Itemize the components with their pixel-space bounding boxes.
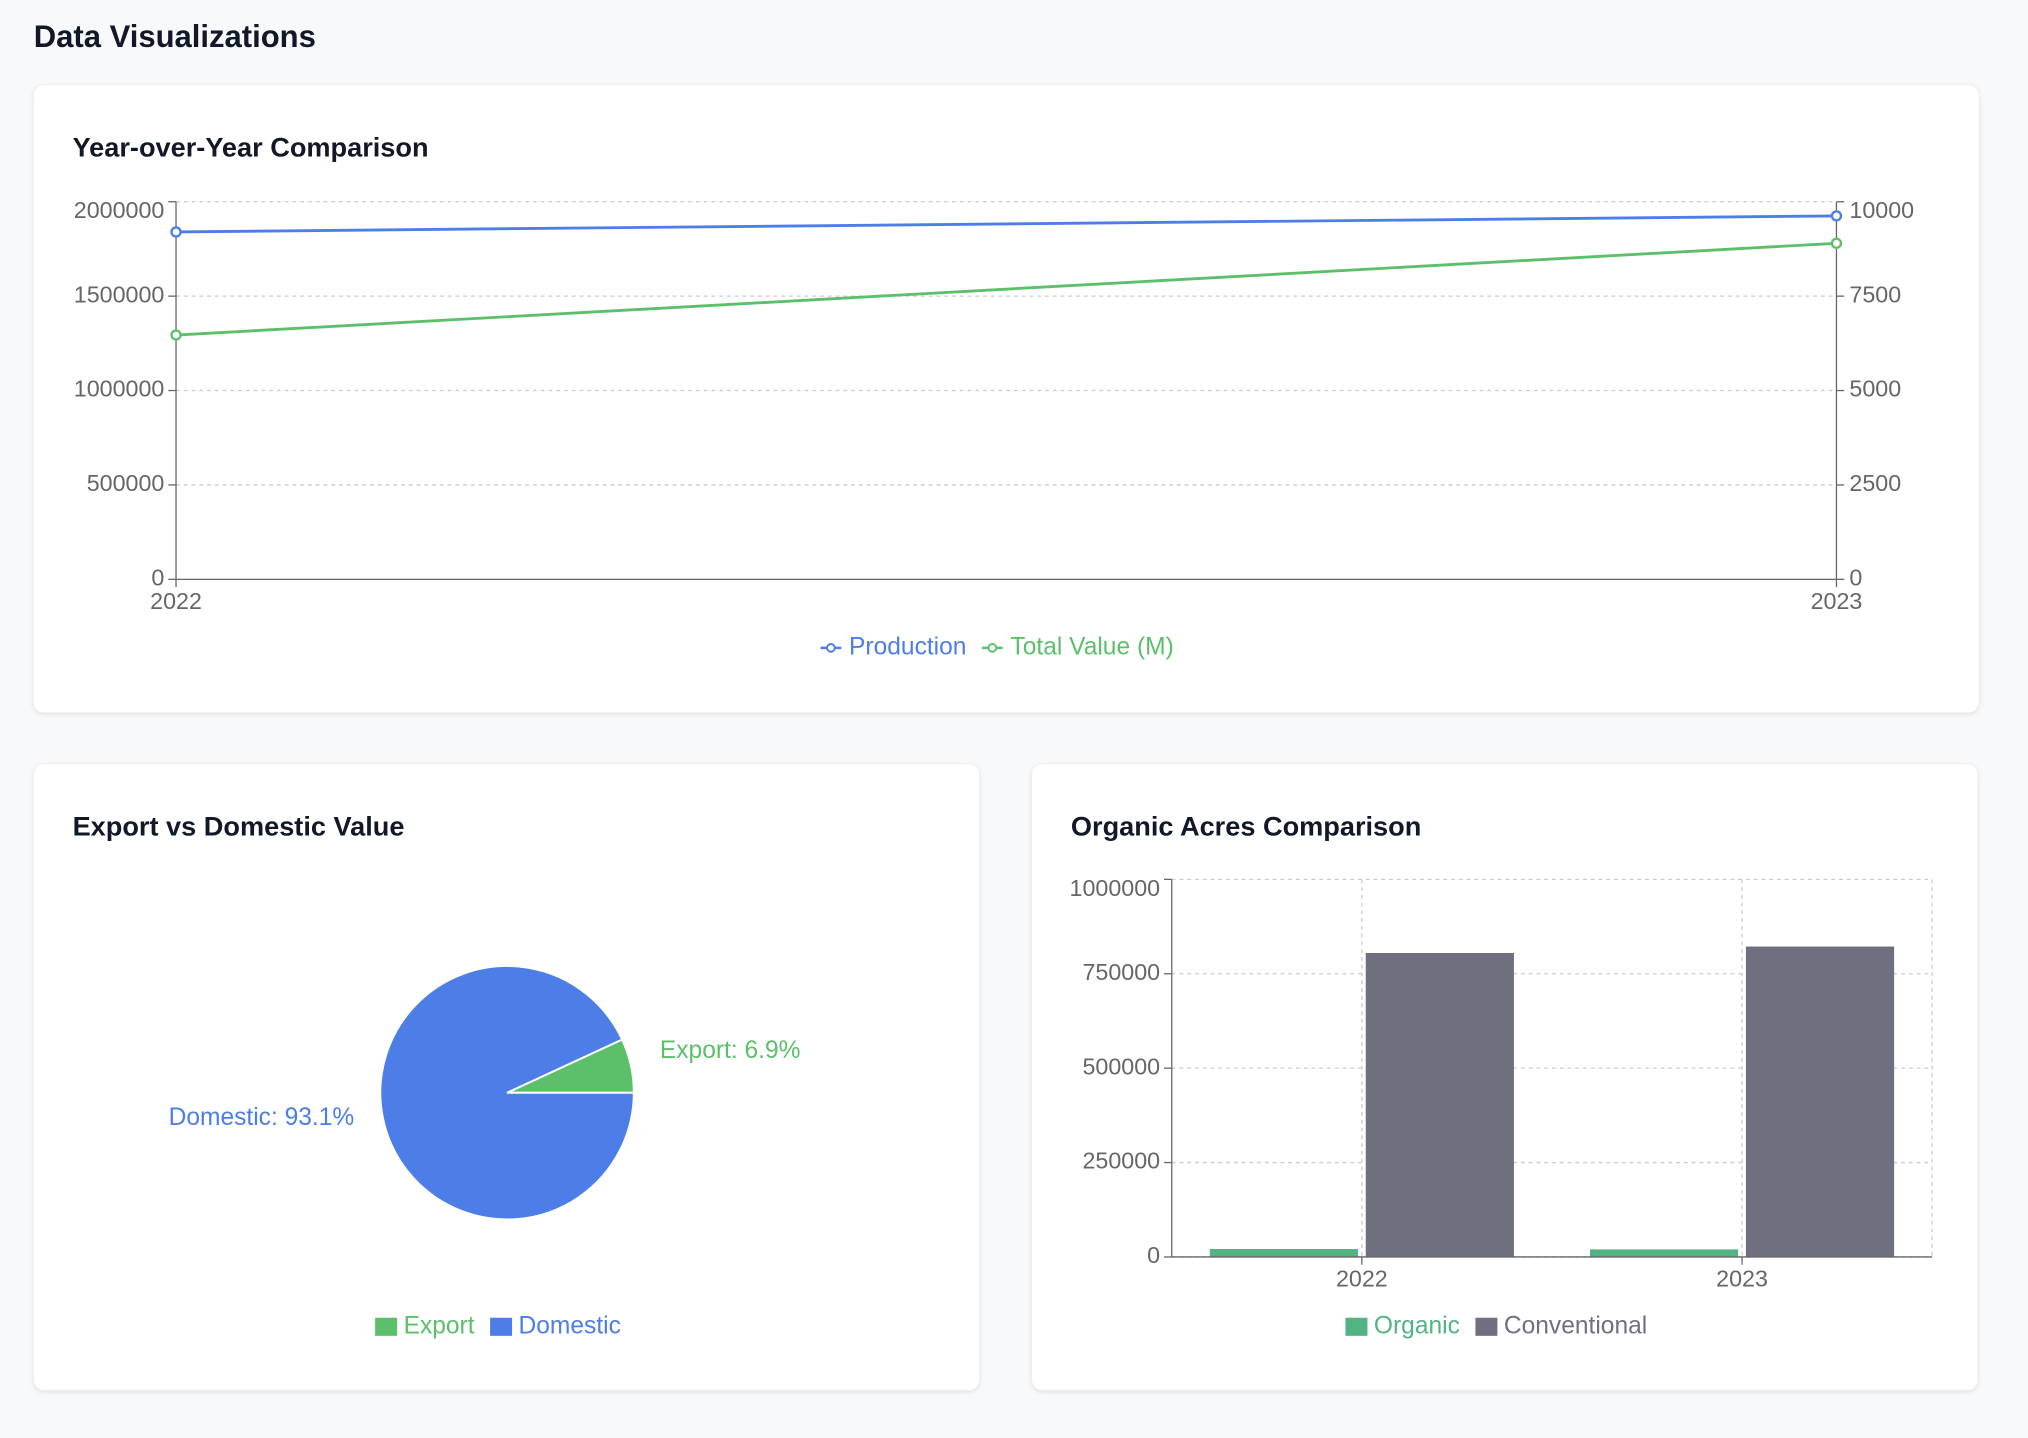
y2-tick-label: 2500 — [1849, 470, 1901, 496]
pie-slice — [379, 965, 635, 1221]
legend-item: Production — [820, 633, 966, 660]
legend-icon — [987, 643, 998, 653]
legend-item: Conventional — [1475, 1312, 1647, 1339]
legend-label: Domestic — [519, 1312, 621, 1339]
y-tick-label: 2000000 — [74, 197, 165, 223]
y2-tick-label: 0 — [1849, 564, 1862, 590]
line — [176, 214, 1837, 234]
legend: Production Total Value (M) — [820, 633, 1174, 660]
point — [170, 329, 182, 341]
y-tick-label: 500000 — [87, 470, 165, 496]
chart-title: Export vs Domestic Value — [73, 810, 405, 841]
x-tick-label: 2022 — [150, 588, 202, 614]
chart-title: Year-over-Year Comparison — [73, 131, 429, 162]
y2-tick-label: 7500 — [1849, 281, 1901, 307]
line — [175, 241, 1837, 337]
legend-icon — [826, 643, 836, 653]
y2-tick-label: 10000 — [1849, 197, 1914, 223]
y-tick-label: 1000000 — [1070, 875, 1161, 901]
card — [33, 85, 1979, 713]
legend-label: Organic — [1374, 1312, 1460, 1339]
legend: Export Domestic — [375, 1312, 621, 1339]
y2-tick-label: 5000 — [1849, 376, 1901, 402]
legend-icon — [490, 1317, 513, 1336]
legend-item: Total Value (M) — [981, 633, 1174, 660]
y-tick-label: 500000 — [1082, 1053, 1160, 1079]
legend: Organic Conventional — [1345, 1312, 1647, 1339]
bar — [1745, 946, 1895, 1257]
legend-icon — [1475, 1317, 1498, 1336]
legend-label: Total Value (M) — [1010, 633, 1173, 660]
data-label: Domestic: 93.1% — [169, 1104, 355, 1131]
legend-icon — [375, 1317, 398, 1336]
bar — [1209, 1249, 1358, 1257]
legend-item: Domestic — [490, 1312, 621, 1339]
line-chart: 0 500000 1000000 1500000 2000000 0 2500 5000 750… — [74, 197, 1914, 660]
y-tick-label: 1000000 — [74, 376, 165, 402]
page-title: Data Visualizations — [34, 19, 316, 54]
point — [1830, 210, 1843, 222]
pie-chart: Export: 6.9% Domestic: 93.1% Export Domesti… — [169, 965, 801, 1339]
x-tick-label: 2022 — [1336, 1265, 1388, 1291]
data-label: Export: 6.9% — [660, 1037, 801, 1064]
y-tick-label: 1500000 — [74, 281, 165, 307]
bar — [1589, 1249, 1739, 1257]
legend-item: Export — [375, 1312, 475, 1339]
y-tick-label: 250000 — [1082, 1148, 1160, 1174]
legend-icon — [1345, 1317, 1368, 1336]
y-tick-label: 750000 — [1082, 959, 1160, 985]
x-tick-label: 2023 — [1811, 588, 1863, 614]
chart-title: Organic Acres Comparison — [1071, 810, 1421, 841]
point — [1830, 237, 1843, 249]
bar — [1365, 952, 1514, 1257]
legend-label: Production — [849, 633, 966, 660]
y-tick-label: 0 — [1147, 1242, 1160, 1268]
y-tick-label: 0 — [151, 564, 164, 590]
legend-item: Organic — [1345, 1312, 1460, 1339]
legend-label: Conventional — [1504, 1312, 1647, 1339]
legend-label: Export — [404, 1312, 475, 1339]
point — [170, 226, 182, 238]
bar-chart: 0 250000 500000 750000 1000000 2022 2023 Organi… — [1070, 875, 1933, 1339]
x-tick-label: 2023 — [1716, 1265, 1768, 1291]
